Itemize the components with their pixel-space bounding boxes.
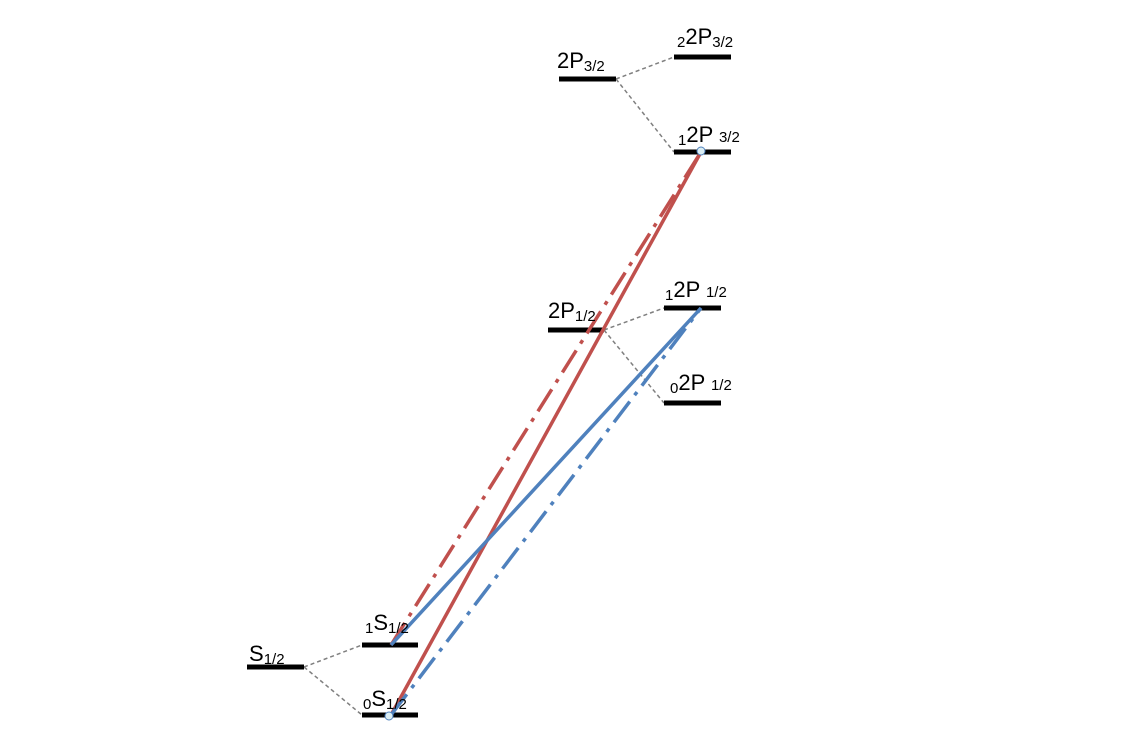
- marker-p-three-half-f1: [696, 146, 706, 156]
- label-s-half-f1: 1S1/2: [365, 610, 409, 637]
- connector-lines: [303, 56, 675, 716]
- transition-red-dashdot: [389, 151, 703, 646]
- marker-s-half-f0: [384, 711, 394, 721]
- connector-p32-to-p32-f1: [615, 78, 675, 153]
- connector-p32-to-p32-f2: [615, 56, 675, 80]
- label-p-three-half-f2: 22P3/2: [677, 24, 733, 51]
- label-p-three-half-f1: 12P 3/2: [678, 122, 740, 149]
- transition-red-solid: [389, 151, 703, 716]
- label-p-three-half: 2P3/2: [557, 48, 605, 75]
- label-s-half-f0: 0S1/2: [363, 686, 407, 713]
- label-s-half: S1/2: [249, 641, 285, 668]
- transition-blue-solid: [389, 306, 703, 647]
- connector-p12-to-p12-f0: [603, 329, 665, 404]
- level-bars: [247, 54, 731, 718]
- transition-blue-dashdot: [389, 306, 703, 717]
- connector-s-to-s1: [303, 644, 363, 668]
- label-p-half: 2P1/2: [548, 298, 596, 325]
- connector-p12-to-p12-f1: [603, 307, 665, 331]
- transition-lines: [389, 151, 703, 717]
- label-p-half-f1: 12P 1/2: [665, 277, 727, 304]
- connector-s-to-s0: [303, 666, 363, 716]
- label-p-half-f0: 02P 1/2: [670, 370, 732, 397]
